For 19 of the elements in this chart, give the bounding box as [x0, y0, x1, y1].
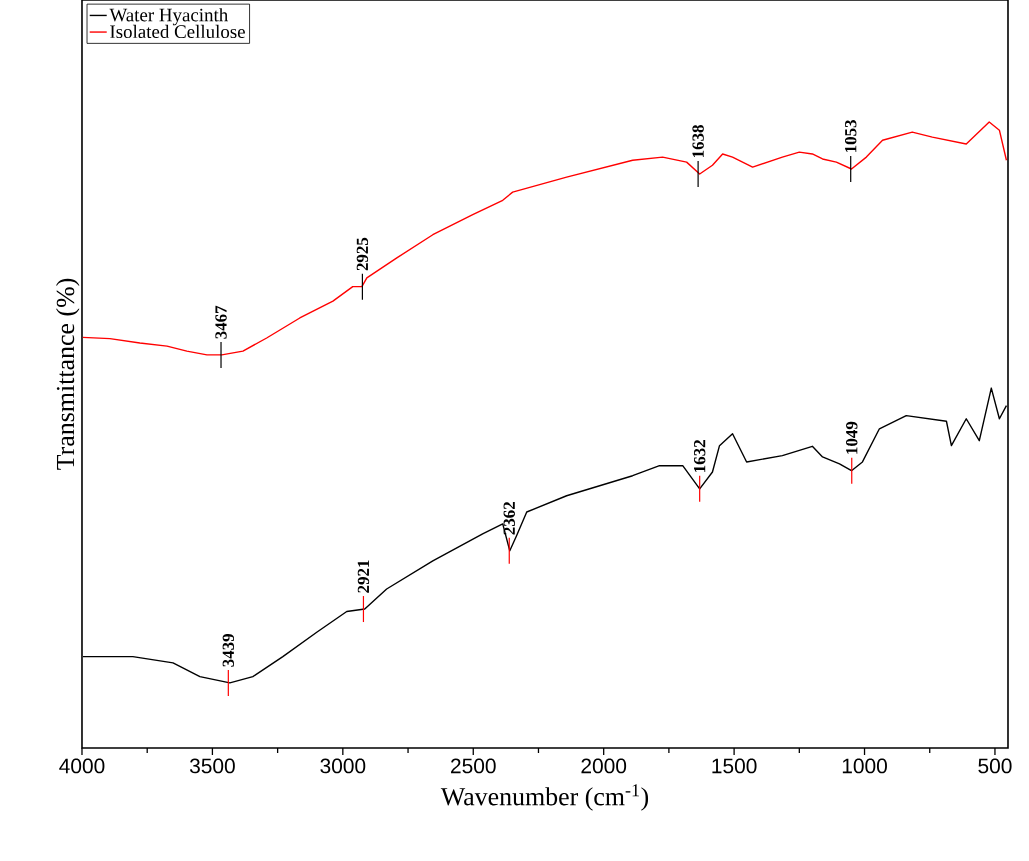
- annotation: 1053: [844, 120, 857, 153]
- x-tick-label: 2000: [581, 758, 627, 774]
- annotation: 1632: [693, 440, 706, 472]
- annotation: 2925: [356, 237, 369, 271]
- annotation: 1049: [846, 421, 858, 454]
- annotation: 3439: [222, 634, 235, 667]
- x-tick-label: 4000: [59, 758, 105, 774]
- x-tick-label: 1500: [712, 758, 757, 774]
- x-tick-label: 3000: [320, 758, 366, 774]
- annotation: 3467: [215, 305, 227, 339]
- annotation: 2921: [357, 560, 370, 593]
- annotation: 1638: [692, 125, 704, 158]
- y-axis-title: Transmittance (%): [55, 278, 80, 470]
- annotation: 2362: [503, 502, 515, 535]
- x-tick-label: 2500: [451, 758, 496, 774]
- x-axis-title: Wavenumber (cm$^{-1}$): [440, 784, 649, 811]
- x-tick-label: 3500: [189, 758, 235, 774]
- x-tick-label: 1000: [842, 758, 887, 774]
- x-tick-label: 500: [978, 758, 1012, 774]
